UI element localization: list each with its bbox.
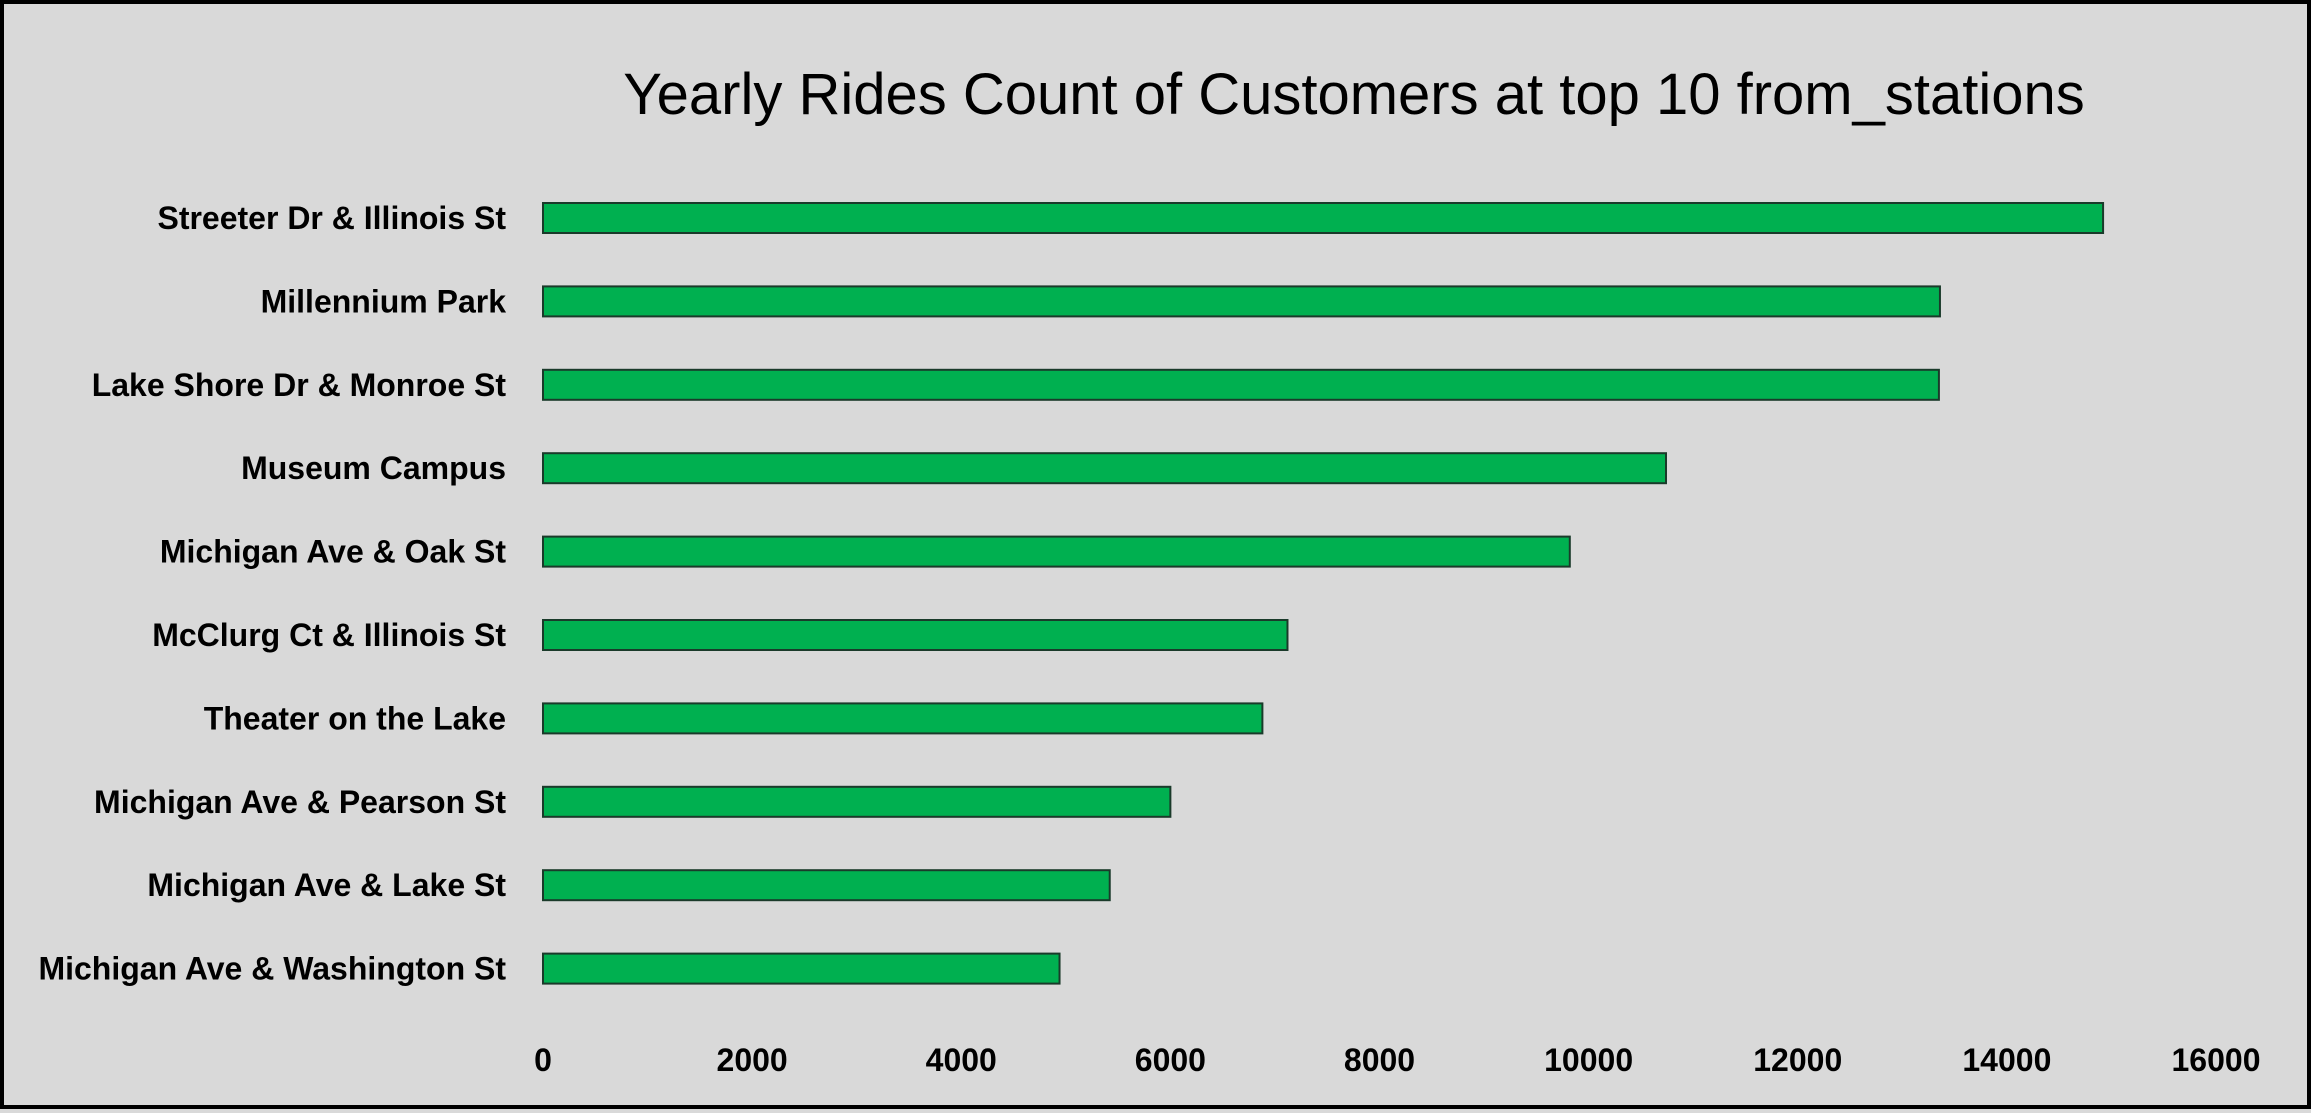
bar — [542, 619, 1289, 651]
bar — [542, 785, 1172, 818]
bar — [542, 535, 1571, 568]
x-tick-label: 16000 — [2172, 1042, 2261, 1078]
category-label: Streeter Dr & Illinois St — [157, 200, 506, 236]
category-label: Museum Campus — [241, 450, 506, 486]
category-label: Theater on the Lake — [204, 700, 506, 736]
x-tick-label: 0 — [534, 1042, 552, 1078]
bar — [542, 452, 1668, 485]
category-label: Lake Shore Dr & Monroe St — [92, 367, 507, 403]
x-tick-label: 6000 — [1135, 1042, 1206, 1078]
bar — [542, 202, 2105, 234]
x-axis-tick-labels: 0 2000 4000 6000 8000 10000 12000 14000 16000 — [534, 1042, 2260, 1078]
bar — [542, 952, 1061, 985]
chart-title: Yearly Rides Count of Customers at top 1… — [623, 62, 2084, 127]
category-label: Michigan Ave & Lake St — [147, 867, 506, 903]
bar — [542, 702, 1264, 735]
x-tick-label: 8000 — [1344, 1042, 1415, 1078]
bar — [542, 285, 1941, 318]
category-label: McClurg Ct & Illinois St — [152, 617, 506, 653]
category-label: Michigan Ave & Washington St — [38, 951, 506, 987]
category-label: Michigan Ave & Pearson St — [94, 784, 506, 820]
x-tick-label: 2000 — [717, 1042, 788, 1078]
category-label: Millennium Park — [261, 283, 507, 319]
x-tick-label: 14000 — [1962, 1042, 2051, 1078]
category-label: Michigan Ave & Oak St — [160, 534, 507, 570]
x-tick-label: 10000 — [1544, 1042, 1633, 1078]
bar — [542, 368, 1940, 401]
bar-chart: Yearly Rides Count of Customers at top 1… — [38, 62, 2260, 1078]
x-tick-label: 12000 — [1753, 1042, 1842, 1078]
bar — [542, 869, 1111, 902]
x-tick-label: 4000 — [926, 1042, 997, 1078]
bars-group — [542, 202, 2105, 985]
category-labels: Streeter Dr & Illinois St Millennium Park… — [38, 200, 506, 987]
